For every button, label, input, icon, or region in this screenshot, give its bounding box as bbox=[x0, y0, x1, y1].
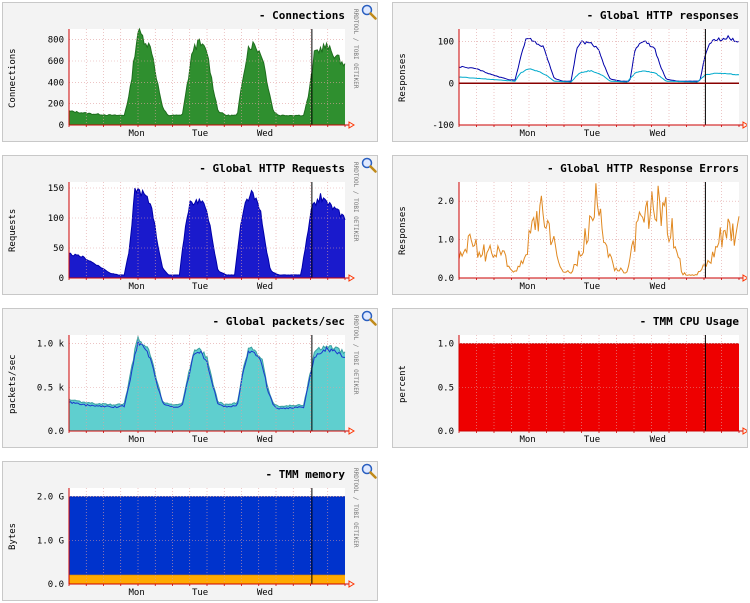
tmm-memory-panel: 0.0 1.0 G 2.0 G Mon Tue Wed - TMM memory Bytes R… bbox=[2, 461, 378, 601]
x-tick-label: Tue bbox=[192, 129, 208, 139]
y-tick-label: 1.0 bbox=[438, 236, 454, 246]
y-axis-label: Responses bbox=[398, 206, 408, 256]
rrdtool-credit: RRDTOOL / TOBI OETIKER bbox=[746, 9, 748, 89]
chart-title: - Global HTTP responses bbox=[586, 9, 739, 22]
x-axis-arrow bbox=[742, 427, 747, 435]
series-line-0 bbox=[458, 183, 740, 277]
x-tick-label: Tue bbox=[584, 435, 600, 445]
x-axis-arrow bbox=[348, 121, 355, 129]
http-response-errors-chart: 0.0 1.0 2.0 Mon Tue Wed bbox=[438, 182, 747, 292]
packets-panel: 0.0 0.5 k 1.0 k Mon Tue Wed - Global packets/s… bbox=[2, 308, 378, 448]
y-tick-label: 800 bbox=[48, 36, 64, 46]
series-line-1 bbox=[458, 68, 740, 83]
y-tick-label: 100 bbox=[438, 38, 454, 48]
x-tick-label: Wed bbox=[650, 129, 666, 139]
chart-title: - Global HTTP Response Errors bbox=[546, 162, 739, 175]
y-axis-label: Responses bbox=[398, 53, 408, 103]
chart-title: - Global packets/sec bbox=[212, 315, 345, 328]
y-tick-label: -100 bbox=[432, 121, 454, 131]
y-tick-label: 2.0 bbox=[438, 197, 454, 207]
y-axis-label: packets/sec bbox=[8, 354, 18, 414]
x-axis-arrow bbox=[742, 121, 747, 129]
rrdtool-credit: RRDTOOL / TOBI OETIKER bbox=[352, 315, 359, 395]
x-tick-label: Tue bbox=[584, 282, 600, 292]
x-tick-label: Wed bbox=[257, 282, 273, 292]
chart-title: - Connections bbox=[258, 9, 345, 22]
x-tick-label: Mon bbox=[519, 435, 535, 445]
y-tick-label: 1.0 k bbox=[37, 340, 65, 350]
x-axis-arrow bbox=[348, 427, 355, 435]
connections-chart: 0 200 400 600 800 Mon Tue Wed bbox=[48, 27, 355, 139]
magnifier-zoom-icon[interactable] bbox=[361, 4, 377, 20]
y-axis-label: percent bbox=[398, 364, 408, 403]
y-tick-label: 400 bbox=[48, 78, 64, 88]
packets-chart: 0.0 0.5 k 1.0 k Mon Tue Wed bbox=[37, 335, 355, 445]
y-tick-label: 0.5 k bbox=[37, 383, 65, 393]
x-tick-label: Wed bbox=[257, 588, 273, 598]
x-axis-arrow bbox=[348, 580, 355, 588]
tmm-memory-chart: 0.0 1.0 G 2.0 G Mon Tue Wed bbox=[37, 488, 355, 598]
y-tick-label: 0 bbox=[59, 121, 64, 131]
y-tick-label: 0.0 bbox=[438, 274, 454, 284]
rrdtool-credit: RRDTOOL / TOBI OETIKER bbox=[352, 9, 359, 89]
rrdtool-credit: RRDTOOL / TOBI OETIKER bbox=[352, 162, 359, 242]
x-axis-arrow bbox=[742, 274, 747, 282]
rrdtool-credit: RRDTOOL / TOBI OETIKER bbox=[746, 162, 748, 242]
series-line-1 bbox=[68, 339, 345, 410]
http-response-errors-panel: 0.0 1.0 2.0 Mon Tue Wed - Global HTTP Response… bbox=[392, 155, 748, 295]
y-tick-label: 0 bbox=[449, 79, 454, 89]
connections-panel: 0 200 400 600 800 Mon Tue Wed - Connections Conne… bbox=[2, 2, 378, 142]
magnifier-zoom-icon[interactable] bbox=[361, 463, 377, 479]
y-tick-label: 0.0 bbox=[48, 580, 64, 590]
x-tick-label: Tue bbox=[192, 282, 208, 292]
x-tick-label: Wed bbox=[257, 435, 273, 445]
x-tick-label: Tue bbox=[192, 435, 208, 445]
y-tick-label: 150 bbox=[48, 184, 64, 194]
x-tick-label: Mon bbox=[128, 129, 144, 139]
x-tick-label: Tue bbox=[584, 129, 600, 139]
rrdtool-credit: RRDTOOL / TOBI OETIKER bbox=[352, 468, 359, 548]
http-responses-panel: -100 0 100 Mon Tue Wed - Global HTTP responses… bbox=[392, 2, 748, 142]
tmm-cpu-panel: 0.0 0.5 1.0 Mon Tue Wed - TMM CPU Usage percent… bbox=[392, 308, 748, 448]
x-tick-label: Wed bbox=[650, 435, 666, 445]
y-tick-label: 600 bbox=[48, 57, 64, 67]
x-tick-label: Wed bbox=[257, 129, 273, 139]
y-tick-label: 50 bbox=[53, 244, 64, 254]
http-responses-chart: -100 0 100 Mon Tue Wed bbox=[432, 29, 747, 139]
chart-title: - TMM memory bbox=[265, 468, 345, 481]
x-tick-label: Mon bbox=[128, 282, 144, 292]
y-tick-label: 200 bbox=[48, 100, 64, 110]
x-axis-arrow bbox=[348, 274, 355, 282]
y-tick-label: 1.0 bbox=[438, 340, 454, 350]
magnifier-zoom-icon[interactable] bbox=[361, 157, 377, 173]
y-axis-label: Requests bbox=[8, 209, 18, 253]
y-tick-label: 0.0 bbox=[48, 427, 64, 437]
chart-title: - Global HTTP Requests bbox=[199, 162, 345, 175]
y-axis-label: Bytes bbox=[8, 522, 18, 550]
y-tick-label: 0 bbox=[59, 274, 64, 284]
chart-title: - TMM CPU Usage bbox=[639, 315, 739, 328]
magnifier-zoom-icon[interactable] bbox=[361, 310, 377, 326]
x-tick-label: Wed bbox=[650, 282, 666, 292]
x-tick-label: Mon bbox=[128, 435, 144, 445]
y-tick-label: 1.0 G bbox=[37, 536, 64, 546]
y-tick-label: 2.0 G bbox=[37, 493, 64, 503]
x-tick-label: Mon bbox=[128, 588, 144, 598]
y-axis-label: Connections bbox=[8, 48, 18, 108]
series-area-1 bbox=[69, 575, 345, 584]
rrdtool-credit: RRDTOOL / TOBI OETIKER bbox=[746, 315, 748, 395]
y-tick-label: 100 bbox=[48, 214, 64, 224]
x-tick-label: Mon bbox=[519, 129, 535, 139]
tmm-cpu-chart: 0.0 0.5 1.0 Mon Tue Wed bbox=[438, 335, 747, 445]
http-requests-chart: 0 50 100 150 Mon Tue Wed bbox=[48, 182, 355, 292]
http-requests-panel: 0 50 100 150 Mon Tue Wed - Global HTTP Requests… bbox=[2, 155, 378, 295]
y-tick-label: 0.5 bbox=[438, 383, 454, 393]
x-tick-label: Tue bbox=[192, 588, 208, 598]
x-tick-label: Mon bbox=[519, 282, 535, 292]
y-tick-label: 0.0 bbox=[438, 427, 454, 437]
